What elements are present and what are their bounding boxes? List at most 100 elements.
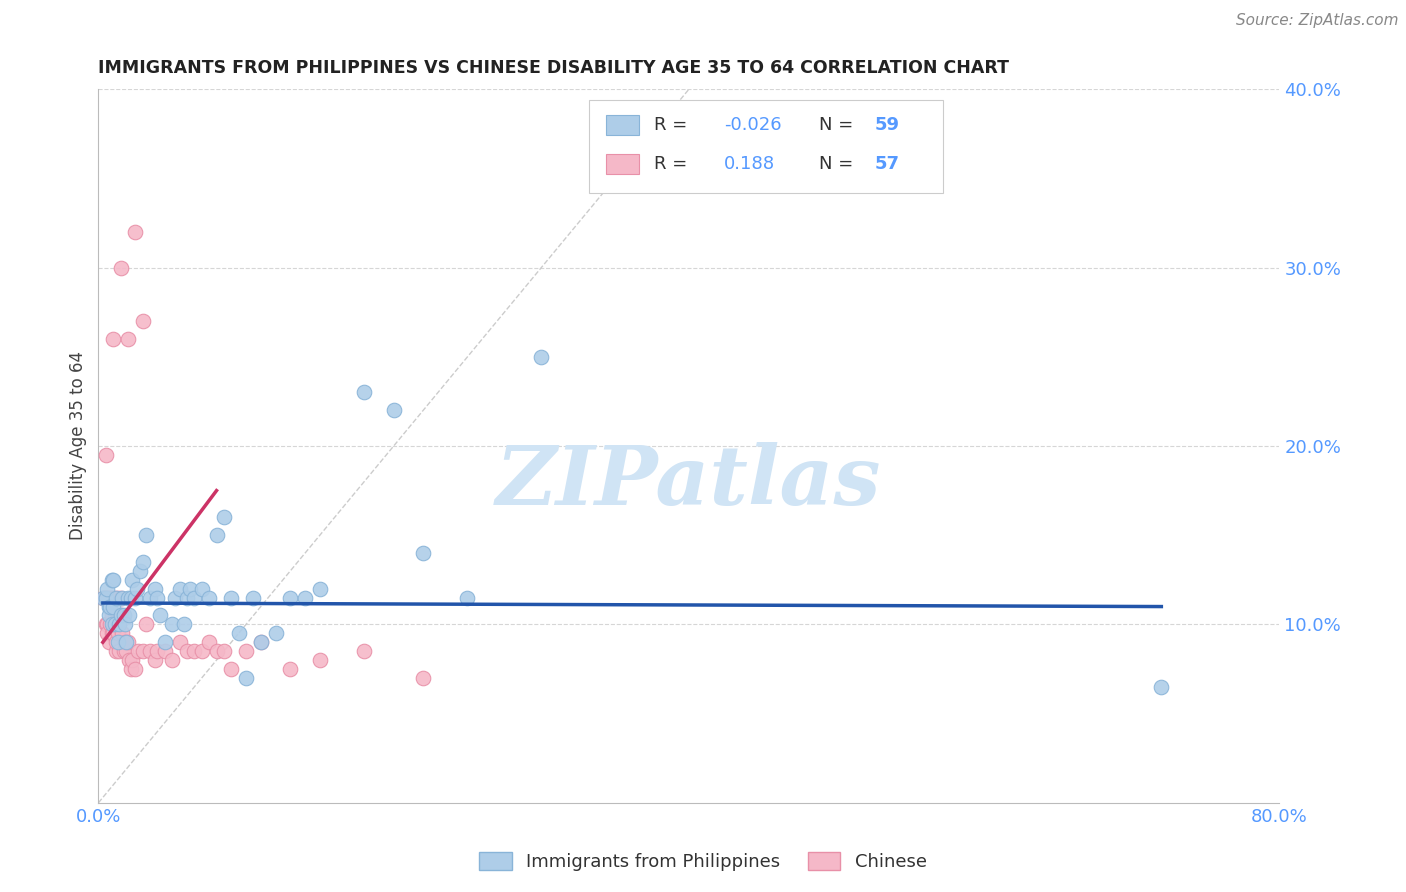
Point bbox=[98, 591, 121, 605]
Point bbox=[91, 591, 114, 605]
Point bbox=[118, 653, 141, 667]
Point bbox=[114, 635, 136, 649]
Y-axis label: Disability Age 35 to 64: Disability Age 35 to 64 bbox=[69, 351, 87, 541]
Point bbox=[110, 608, 132, 623]
Text: ZIPatlas: ZIPatlas bbox=[496, 442, 882, 522]
Point bbox=[124, 225, 146, 239]
Point bbox=[125, 582, 148, 596]
Point bbox=[124, 662, 146, 676]
Point bbox=[143, 582, 166, 596]
Point bbox=[205, 528, 228, 542]
Point bbox=[117, 635, 139, 649]
Point bbox=[165, 591, 187, 605]
Point bbox=[132, 314, 155, 328]
Point bbox=[456, 591, 478, 605]
Point bbox=[183, 591, 205, 605]
Point bbox=[121, 653, 143, 667]
Point bbox=[173, 617, 195, 632]
Point bbox=[183, 644, 205, 658]
Point bbox=[98, 599, 121, 614]
Point bbox=[139, 591, 162, 605]
Point bbox=[103, 599, 125, 614]
Point bbox=[105, 644, 128, 658]
FancyBboxPatch shape bbox=[606, 154, 640, 174]
Point bbox=[242, 591, 264, 605]
Point bbox=[104, 608, 127, 623]
Point bbox=[1150, 680, 1173, 694]
FancyBboxPatch shape bbox=[606, 115, 640, 135]
Point bbox=[278, 662, 302, 676]
Point bbox=[103, 573, 125, 587]
Point bbox=[162, 617, 183, 632]
Point bbox=[169, 635, 191, 649]
Point bbox=[96, 617, 118, 632]
Point bbox=[114, 617, 136, 632]
Point bbox=[132, 644, 155, 658]
Point bbox=[179, 582, 201, 596]
Point bbox=[294, 591, 316, 605]
Point bbox=[96, 626, 118, 640]
Point bbox=[103, 591, 125, 605]
Text: N =: N = bbox=[818, 155, 859, 173]
Point bbox=[112, 608, 135, 623]
Point bbox=[117, 591, 139, 605]
Point bbox=[120, 662, 142, 676]
Point bbox=[100, 617, 122, 632]
Point bbox=[100, 573, 122, 587]
Point bbox=[169, 582, 191, 596]
Text: R =: R = bbox=[654, 155, 699, 173]
Point bbox=[97, 591, 120, 605]
Point bbox=[176, 644, 198, 658]
Point bbox=[353, 385, 375, 400]
Point bbox=[412, 546, 434, 560]
Point bbox=[135, 528, 157, 542]
Point bbox=[127, 644, 149, 658]
Point bbox=[110, 608, 132, 623]
Point bbox=[108, 617, 131, 632]
Point bbox=[264, 626, 287, 640]
Point bbox=[198, 591, 221, 605]
Point bbox=[94, 448, 117, 462]
Point bbox=[107, 635, 129, 649]
Point bbox=[91, 591, 114, 605]
Point bbox=[103, 332, 125, 346]
Point bbox=[118, 608, 141, 623]
Text: N =: N = bbox=[818, 116, 859, 134]
Point bbox=[110, 260, 132, 275]
Point bbox=[111, 591, 134, 605]
Point bbox=[105, 591, 128, 605]
Point bbox=[205, 644, 228, 658]
Point bbox=[530, 350, 553, 364]
Point bbox=[100, 608, 122, 623]
Point bbox=[212, 510, 235, 524]
Point bbox=[250, 635, 273, 649]
Point bbox=[146, 644, 169, 658]
Point bbox=[228, 626, 250, 640]
Legend: Immigrants from Philippines, Chinese: Immigrants from Philippines, Chinese bbox=[472, 845, 934, 879]
Point bbox=[104, 617, 127, 632]
Point bbox=[412, 671, 434, 685]
Point bbox=[212, 644, 235, 658]
Point bbox=[128, 564, 150, 578]
Point bbox=[94, 617, 117, 632]
Text: R =: R = bbox=[654, 116, 693, 134]
Point bbox=[250, 635, 273, 649]
Point bbox=[135, 617, 157, 632]
Point bbox=[149, 608, 172, 623]
Point bbox=[191, 644, 214, 658]
Point bbox=[104, 591, 127, 605]
Point bbox=[98, 617, 121, 632]
Point bbox=[353, 644, 375, 658]
Text: 59: 59 bbox=[875, 116, 900, 134]
Point bbox=[146, 591, 169, 605]
Text: 57: 57 bbox=[875, 155, 900, 173]
Point bbox=[107, 626, 129, 640]
Point bbox=[278, 591, 302, 605]
Point bbox=[309, 582, 332, 596]
Point bbox=[115, 644, 138, 658]
Point bbox=[219, 591, 242, 605]
Point bbox=[93, 591, 115, 605]
Point bbox=[108, 644, 131, 658]
Point bbox=[105, 635, 128, 649]
Point bbox=[191, 582, 214, 596]
